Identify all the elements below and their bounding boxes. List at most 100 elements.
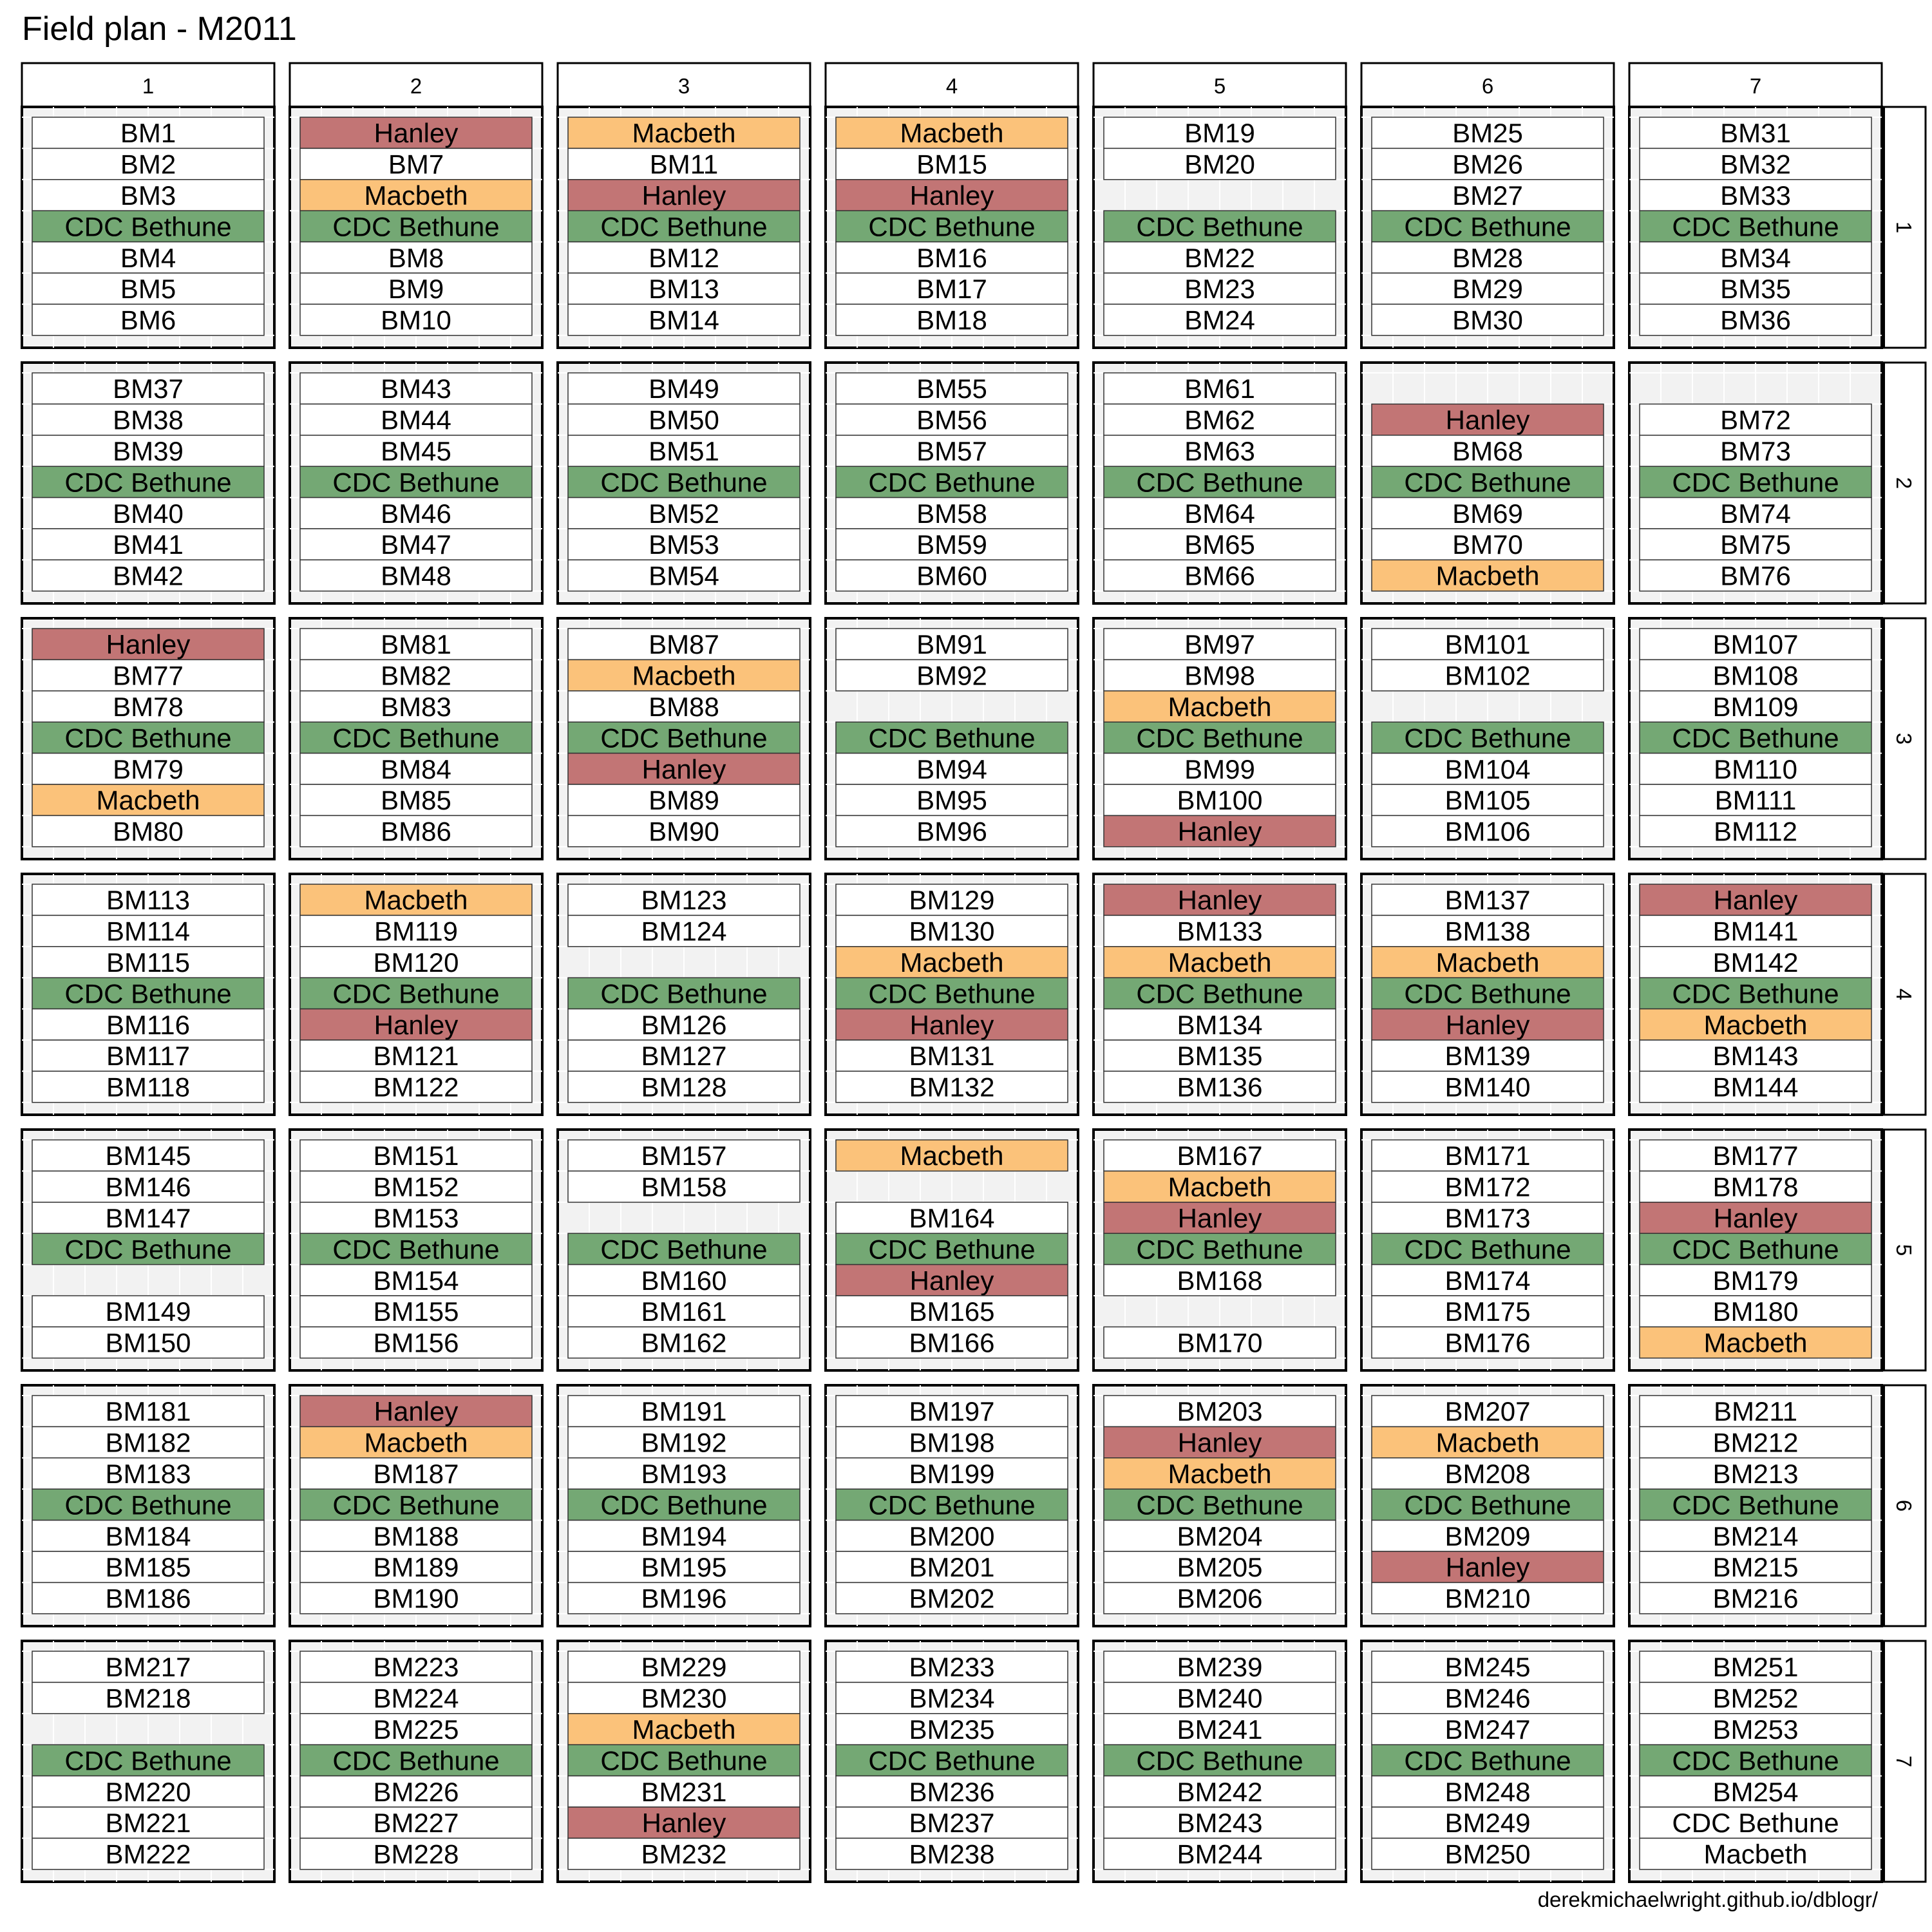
plot-tile: [1639, 497, 1872, 529]
plot-label: BM68: [1452, 436, 1523, 466]
plot-label: BM82: [381, 661, 451, 691]
plot-tile: [1639, 721, 1872, 754]
plot-tile: [1103, 435, 1336, 467]
plot-label: Macbeth: [900, 947, 1003, 978]
plot-label: BM25: [1452, 118, 1523, 148]
plot-tile: [835, 241, 1068, 274]
plot-label: BM72: [1720, 405, 1791, 435]
plot-label: BM145: [105, 1141, 191, 1171]
plot-tile: [32, 1681, 265, 1714]
plot-tile: [567, 1551, 800, 1584]
plot-label: Hanley: [642, 1808, 726, 1838]
plot-label: BM12: [649, 243, 719, 273]
plot-label: BM123: [641, 885, 726, 915]
plot-tile: [567, 1806, 800, 1839]
plot-label: BM61: [1184, 374, 1255, 404]
plot-label: BM62: [1184, 405, 1255, 435]
plot-label: CDC Bethune: [868, 978, 1035, 1009]
plot-tile: [32, 241, 265, 274]
plot-label: BM175: [1444, 1296, 1530, 1327]
plot-label: CDC Bethune: [332, 1490, 499, 1520]
plot-label: CDC Bethune: [1136, 1490, 1303, 1520]
plot-tile: [567, 372, 800, 405]
plot-tile: [1103, 1326, 1336, 1359]
plot-label: BM51: [649, 436, 719, 466]
plot-tile: [299, 1582, 533, 1615]
plot-label: BM96: [916, 817, 987, 847]
plot-tile: [32, 784, 265, 817]
plot-label: BM151: [373, 1141, 459, 1171]
plot-label: BM187: [373, 1459, 459, 1489]
column-strip-4: 4: [824, 62, 1079, 110]
plot-label: CDC Bethune: [1672, 1234, 1839, 1264]
plot-label: BM232: [641, 1839, 726, 1870]
plot-tile: [1103, 659, 1336, 692]
plot-tile: [835, 1775, 1068, 1808]
plot-label: Hanley: [1178, 1428, 1262, 1458]
plot-tile: [1371, 884, 1604, 916]
plot-label: BM22: [1184, 243, 1255, 273]
plot-label: Hanley: [1446, 1010, 1530, 1040]
plot-label: BM195: [641, 1552, 726, 1582]
plot-tile: [1103, 690, 1336, 723]
plot-tile: [1371, 946, 1604, 978]
plot-tile: [567, 1775, 800, 1808]
plot-label: CDC Bethune: [868, 1234, 1035, 1264]
plot-tile: [835, 784, 1068, 817]
plot-label: BM66: [1184, 561, 1255, 591]
plot-tile: [32, 272, 265, 305]
plot-label: CDC Bethune: [600, 211, 767, 242]
plot-label: BM73: [1720, 436, 1791, 466]
plot-tile: [835, 1582, 1068, 1615]
plot-label: CDC Bethune: [1136, 1745, 1303, 1776]
plot-label: BM79: [113, 754, 184, 784]
plot-label: BM46: [381, 498, 451, 529]
plot-tile: [567, 977, 800, 1010]
plot-label: BM35: [1720, 274, 1791, 304]
plot-label: Hanley: [374, 1010, 459, 1040]
plot-tile: [299, 1806, 533, 1839]
plot-tile: [299, 1202, 533, 1234]
plot-label: CDC Bethune: [332, 978, 499, 1009]
plot-label: BM94: [916, 754, 987, 784]
plot-tile: [567, 1039, 800, 1072]
plot-label: BM245: [1444, 1652, 1530, 1682]
plot-tile: [1103, 1837, 1336, 1870]
plot-label: BM129: [909, 885, 994, 915]
plot-label: BM53: [649, 529, 719, 560]
plot-tile: [32, 372, 265, 405]
plot-tile: [835, 752, 1068, 785]
plot-label: BM237: [909, 1808, 994, 1838]
plot-tile: [1639, 1551, 1872, 1584]
plot-label: Macbeth: [1703, 1328, 1807, 1358]
plot-tile: [1103, 815, 1336, 848]
plot-tile: [32, 1806, 265, 1839]
plot-label: BM233: [909, 1652, 994, 1682]
plot-tile: [299, 528, 533, 561]
plot-label: BM52: [649, 498, 719, 529]
plot-tile: [835, 1713, 1068, 1745]
plot-tile: [567, 466, 800, 498]
plot-label: BM54: [649, 561, 719, 591]
plot-tile: [835, 914, 1068, 947]
plot-tile: [1103, 1713, 1336, 1745]
plot-label: Hanley: [1446, 1552, 1530, 1582]
plot-tile: [1639, 1039, 1872, 1072]
plot-label: BM65: [1184, 529, 1255, 560]
plot-tile: [1371, 1681, 1604, 1714]
plot-tile: [32, 1837, 265, 1870]
plot-tile: [1103, 1202, 1336, 1234]
plot-tile: [1371, 977, 1604, 1010]
plot-tile: [32, 1008, 265, 1041]
